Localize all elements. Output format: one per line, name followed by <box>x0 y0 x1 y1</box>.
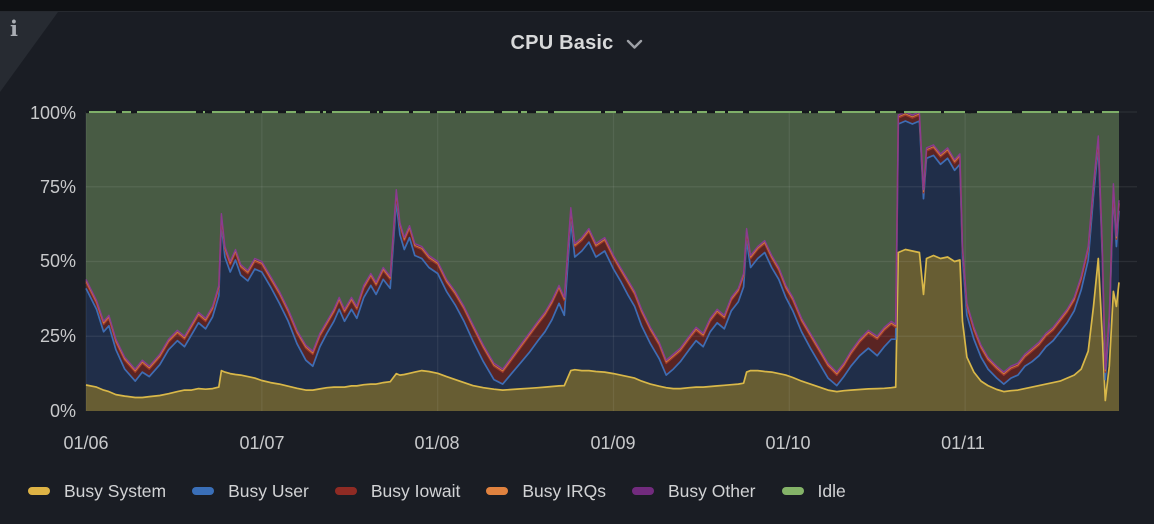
panel-title: CPU Basic <box>510 31 614 54</box>
panel-header[interactable]: CPU Basic <box>0 24 1154 62</box>
legend-item-idle[interactable]: Idle <box>781 480 846 502</box>
legend-item-busy-other[interactable]: Busy Other <box>631 480 756 502</box>
x-axis-tick: 01/09 <box>590 433 636 453</box>
x-axis-tick: 01/08 <box>414 433 460 453</box>
cpu-chart[interactable] <box>85 110 1137 411</box>
chevron-down-icon <box>627 39 643 49</box>
legend-item-busy-iowait[interactable]: Busy Iowait <box>334 480 461 502</box>
top-line-dashes <box>86 110 1102 114</box>
busy-iowait-area <box>86 115 1119 386</box>
legend-label-busy-other: Busy Other <box>667 480 756 501</box>
dashboard-top-edge <box>0 0 1154 12</box>
x-axis-tick: 01/10 <box>765 433 811 453</box>
y-axis-tick: 50% <box>39 251 76 271</box>
y-axis-tick: 75% <box>39 177 76 197</box>
busy-system-area <box>86 249 1119 411</box>
legend-label-busy-user: Busy User <box>228 480 309 501</box>
legend-swatch-busy-system <box>28 487 50 495</box>
legend-item-busy-user[interactable]: Busy User <box>192 481 309 502</box>
x-axis-tick: 01/06 <box>63 433 109 453</box>
legend: Busy System Busy User Busy Iowait Busy I… <box>28 476 846 506</box>
busy-system-line <box>85 248 1120 402</box>
legend-swatch-idle <box>781 487 804 495</box>
legend-item-busy-system[interactable]: Busy System <box>28 481 166 502</box>
y-axis-tick: 100% <box>29 103 76 123</box>
legend-label-busy-irqs: Busy IRQs <box>522 480 606 501</box>
legend-label-idle: Idle <box>817 480 846 501</box>
chart-canvas <box>85 110 1137 411</box>
x-axis-tick: 01/07 <box>239 433 285 453</box>
legend-swatch-busy-other <box>631 487 654 495</box>
busy-user-line <box>85 120 1120 387</box>
legend-swatch-busy-iowait <box>334 487 357 495</box>
legend-swatch-busy-irqs <box>486 487 509 495</box>
legend-label-busy-iowait: Busy Iowait <box>370 480 461 501</box>
legend-label-busy-system: Busy System <box>64 480 167 501</box>
x-axis-tick: 01/11 <box>941 433 985 453</box>
legend-item-busy-irqs[interactable]: Busy IRQs <box>486 481 606 502</box>
busy-other-line <box>85 111 1120 373</box>
busy-user-area <box>86 121 1119 401</box>
y-axis-tick: 0% <box>49 401 76 421</box>
y-axis-tick: 25% <box>39 326 76 346</box>
info-icon: i <box>10 16 18 41</box>
legend-swatch-busy-user <box>192 487 215 495</box>
